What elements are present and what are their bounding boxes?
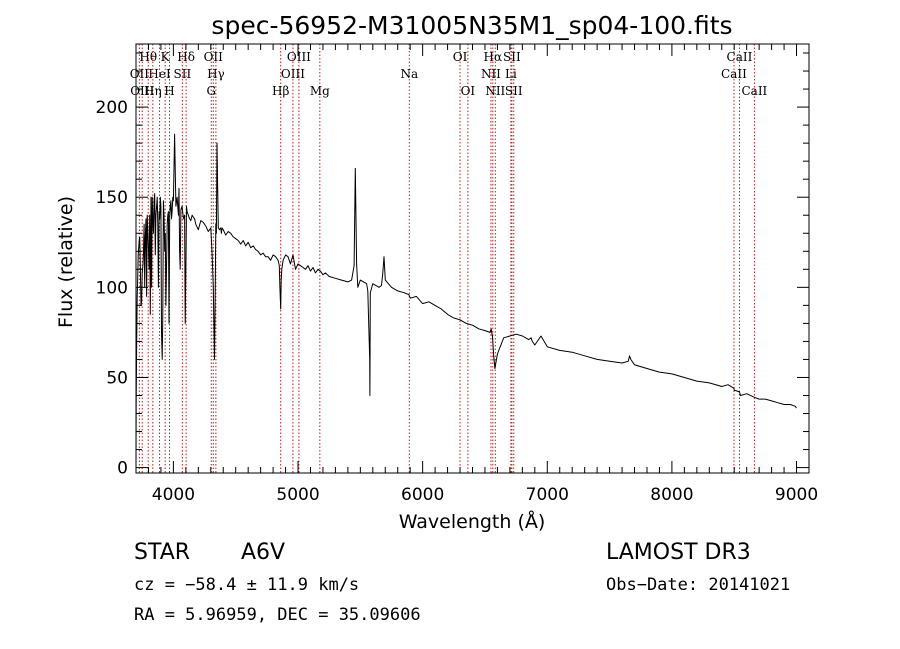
spectral-line-label: Hα: [484, 50, 503, 64]
spectral-line-label: Mg: [310, 84, 330, 98]
chart-title: spec-56952-M31005N35M1_sp04-100.fits: [211, 11, 732, 40]
y-tick-label: 100: [96, 278, 128, 298]
spectral-line-label: Hβ: [272, 84, 289, 98]
spectral-line-label: SII: [505, 84, 523, 98]
spectral-line-label: Na: [400, 67, 418, 81]
spectral-line-label: Hδ: [177, 50, 195, 64]
spectral-line-label: Li: [505, 67, 517, 81]
spectral-line-label: OIII: [287, 50, 311, 64]
x-axis-label: Wavelength (Å): [399, 510, 546, 533]
x-tick-label: 4000: [152, 485, 195, 505]
x-tick-label: 8000: [650, 485, 693, 505]
spectral-line-label: CaII: [721, 67, 747, 81]
spectral-line-label: OII: [130, 67, 150, 81]
spectral-line-label: Hγ: [207, 67, 225, 81]
object-class: STAR: [134, 540, 190, 565]
plot-frame: [135, 43, 810, 474]
y-tick-label: 200: [96, 98, 128, 118]
spectral-line-label: OI: [453, 50, 468, 64]
spectral-line-label: SII: [174, 67, 192, 81]
spectral-line-label: NII: [481, 67, 501, 81]
spectral-line-label: Hη: [144, 84, 162, 98]
x-tick-label: 5000: [276, 485, 319, 505]
spectral-line-label: HeI: [148, 67, 171, 81]
spectral-line-label: Hθ: [139, 50, 157, 64]
y-tick-label: 0: [117, 459, 128, 479]
y-tick-label: 150: [96, 188, 128, 208]
x-tick-label: 7000: [526, 485, 569, 505]
spectral-line-label: G: [206, 84, 216, 98]
y-axis-label: Flux (relative): [55, 196, 77, 328]
spectrum-line: [135, 133, 797, 468]
obs-date: Obs−Date: 20141021: [606, 575, 790, 595]
spectral-subclass: A6V: [241, 540, 285, 565]
spectral-line-label: OII: [204, 50, 224, 64]
spectral-line-label: H: [164, 84, 174, 98]
spectral-line-label: K: [161, 50, 171, 64]
spectral-line-label: OI: [461, 84, 476, 98]
spectral-line-label: NII: [485, 84, 505, 98]
x-tick-label: 9000: [775, 485, 818, 505]
spectral-line-label: SII: [503, 50, 521, 64]
spectral-line-label: CaII: [741, 84, 767, 98]
survey-name: LAMOST DR3: [606, 540, 751, 565]
redshift-text: cz = −58.4 ± 11.9 km/s: [134, 575, 359, 595]
x-tick-label: 6000: [401, 485, 444, 505]
spectral-line-label: CaII: [727, 50, 753, 64]
x-axis: 4000 5000 6000 7000 8000 9000: [135, 44, 818, 505]
coordinates: RA = 5.96959, DEC = 35.09606: [134, 605, 421, 625]
spectral-line-markers: [138, 44, 755, 473]
spectral-line-label: OIII: [281, 67, 305, 81]
y-tick-label: 50: [106, 368, 128, 388]
y-axis: 0 50 100 150 200: [96, 52, 809, 479]
